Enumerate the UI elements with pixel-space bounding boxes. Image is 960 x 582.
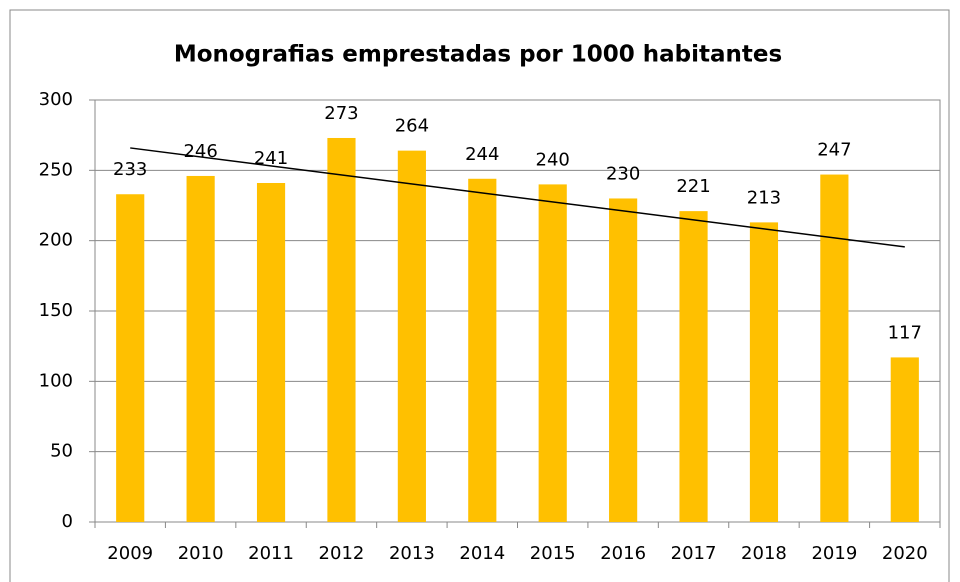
y-tick-label: 300 xyxy=(39,89,73,110)
x-tick-label: 2018 xyxy=(741,543,787,564)
bar xyxy=(820,174,849,522)
data-label: 247 xyxy=(817,140,851,161)
y-tick-label: 50 xyxy=(50,441,73,462)
x-tick-label: 2016 xyxy=(600,543,646,564)
x-tick-label: 2017 xyxy=(671,543,717,564)
bar xyxy=(186,175,215,522)
y-tick-label: 150 xyxy=(39,300,73,321)
x-tick-label: 2014 xyxy=(459,543,505,564)
bar xyxy=(749,222,779,522)
bar xyxy=(890,357,919,522)
x-tick-label: 2009 xyxy=(107,543,153,564)
y-tick-label: 250 xyxy=(39,159,73,180)
x-tick-label: 2020 xyxy=(882,543,928,564)
y-tick-label: 0 xyxy=(62,511,73,532)
data-label: 117 xyxy=(888,322,922,343)
data-label: 246 xyxy=(183,141,217,162)
bar xyxy=(679,211,708,523)
bar xyxy=(468,178,497,523)
data-label: 221 xyxy=(676,176,710,197)
chart-title: Monografias emprestadas por 1000 habitan… xyxy=(174,42,782,68)
x-tick-label: 2011 xyxy=(248,543,294,564)
bar xyxy=(538,184,567,522)
bar xyxy=(609,198,638,522)
y-tick-label: 200 xyxy=(39,230,73,251)
data-label: 240 xyxy=(536,149,570,170)
x-tick-label: 2019 xyxy=(811,543,857,564)
bar xyxy=(256,182,286,522)
x-tick-label: 2015 xyxy=(530,543,576,564)
data-label: 244 xyxy=(465,144,499,165)
bar xyxy=(397,150,426,522)
x-tick-label: 2013 xyxy=(389,543,435,564)
data-label: 213 xyxy=(747,187,781,208)
data-label: 233 xyxy=(113,159,147,180)
x-tick-label: 2010 xyxy=(178,543,224,564)
bar xyxy=(116,194,145,522)
data-label: 241 xyxy=(254,148,288,169)
data-label: 264 xyxy=(395,116,429,137)
y-tick-label: 100 xyxy=(39,370,73,391)
bar xyxy=(327,137,356,523)
x-tick-label: 2012 xyxy=(319,543,365,564)
data-label: 273 xyxy=(324,103,358,124)
trendline xyxy=(130,147,905,248)
data-label: 230 xyxy=(606,163,640,184)
